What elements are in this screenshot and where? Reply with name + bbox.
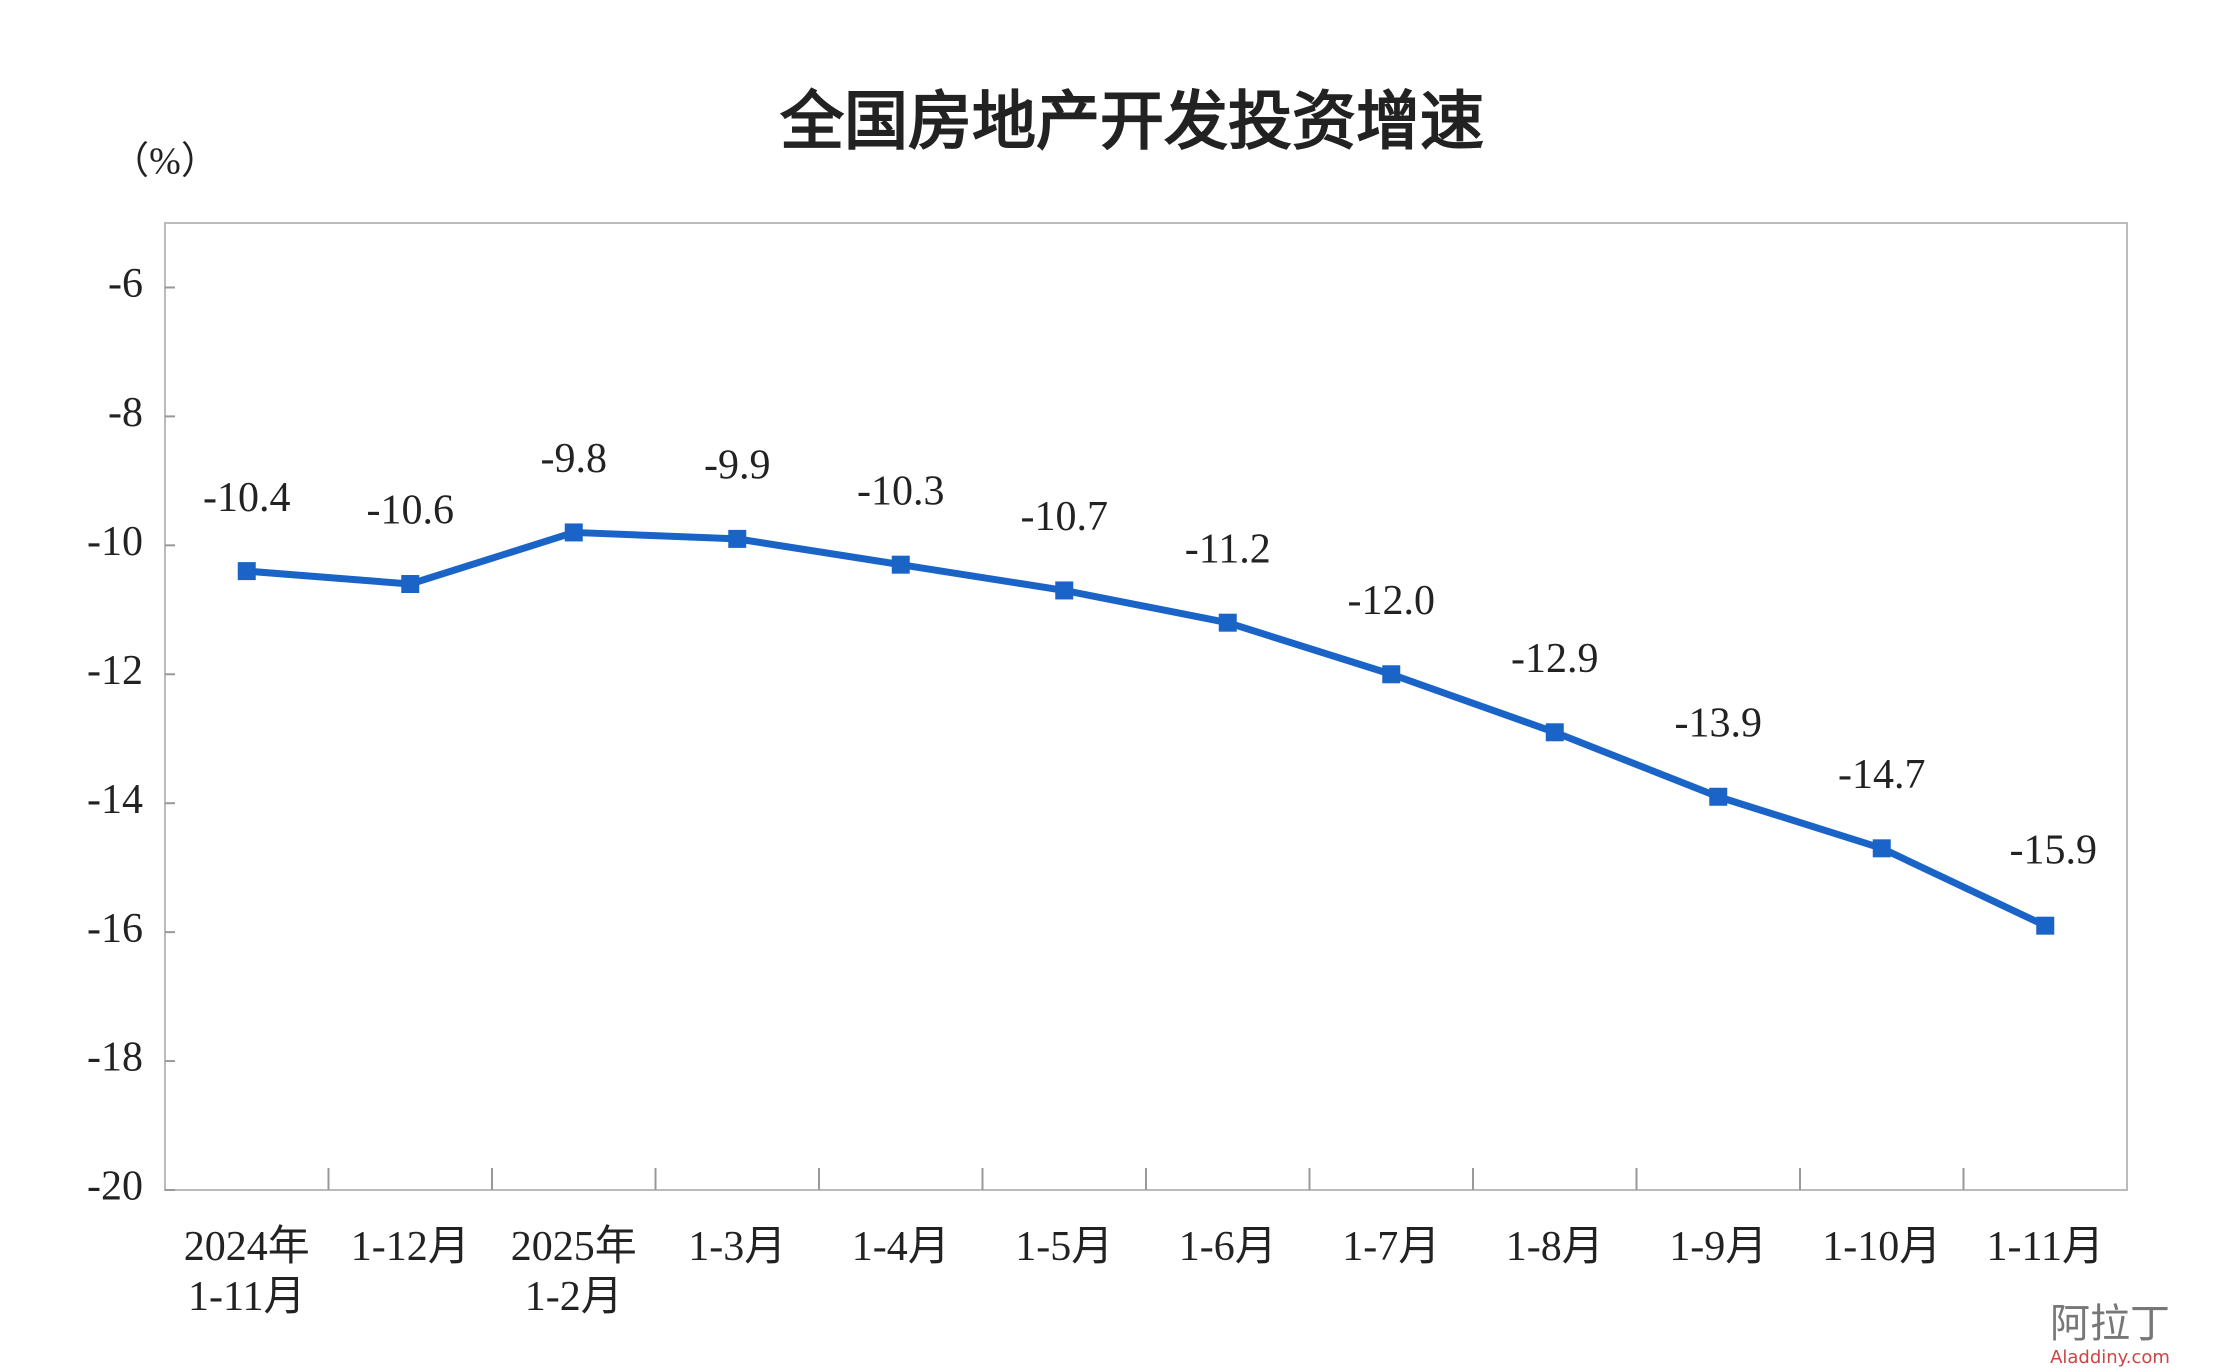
- marker: [2036, 916, 2055, 935]
- line: [246, 528, 2047, 929]
- marker: [237, 562, 256, 581]
- y-tick-label: -14: [87, 777, 143, 823]
- y-tick-label: -12: [87, 648, 143, 694]
- x-tick-label: 1-12月: [350, 1224, 470, 1270]
- watermark-brand: 阿拉丁: [2050, 1301, 2170, 1346]
- x-tick-label: 1-3月: [688, 1224, 787, 1270]
- x-tick-label: 1-8月: [1505, 1224, 1604, 1270]
- marker: [1872, 839, 1891, 858]
- x-tick-label: 1-5月: [1015, 1224, 1114, 1270]
- y-tick-label: -10: [87, 519, 143, 565]
- data-label: -10.7: [1021, 494, 1109, 540]
- marker: [1545, 723, 1564, 742]
- x-tick-label: 1-11月: [1986, 1224, 2104, 1270]
- data-label: -12.9: [1511, 636, 1599, 682]
- data-label: -9.9: [704, 443, 771, 489]
- marker: [728, 529, 747, 548]
- x-tick-label: 1-7月: [1342, 1224, 1441, 1270]
- data-label: -13.9: [1675, 700, 1763, 746]
- y-tick-label: -18: [87, 1035, 143, 1081]
- x-tick-label: 1-10月: [1822, 1224, 1942, 1270]
- y-axis-unit: （%）: [111, 141, 219, 183]
- x-tick-label: 1-9月: [1669, 1224, 1768, 1270]
- data-label: -10.4: [203, 475, 291, 521]
- data-label: -14.7: [1838, 752, 1926, 798]
- chart-title: 全国房地产开发投资增速: [779, 86, 1484, 160]
- x-tick-label: 1-6月: [1178, 1224, 1277, 1270]
- marker: [1218, 613, 1237, 632]
- marker: [564, 523, 583, 542]
- marker: [1055, 581, 1074, 600]
- data-label: -10.3: [857, 468, 945, 514]
- y-tick-label: -16: [87, 906, 143, 952]
- data-label: -11.2: [1185, 526, 1271, 572]
- y-tick-label: -20: [87, 1164, 143, 1210]
- data-label: -10.6: [367, 488, 455, 534]
- data-label: -15.9: [2010, 827, 2098, 873]
- data-label: -12.0: [1348, 578, 1436, 624]
- x-tick-label: 2025年 1-2月: [510, 1224, 637, 1320]
- marker: [891, 555, 910, 574]
- y-tick-label: -8: [108, 390, 143, 436]
- marker: [1382, 665, 1401, 684]
- marker: [401, 575, 420, 594]
- y-tick-label: -6: [108, 261, 143, 307]
- x-tick-label: 1-4月: [851, 1224, 950, 1270]
- marker: [1709, 787, 1728, 806]
- x-tick-label: 2024年 1-11月: [183, 1224, 310, 1320]
- plot-frame: [164, 222, 2128, 1191]
- data-label: -9.8: [541, 436, 608, 482]
- watermark-site: Aladdiny.com: [2050, 1347, 2170, 1368]
